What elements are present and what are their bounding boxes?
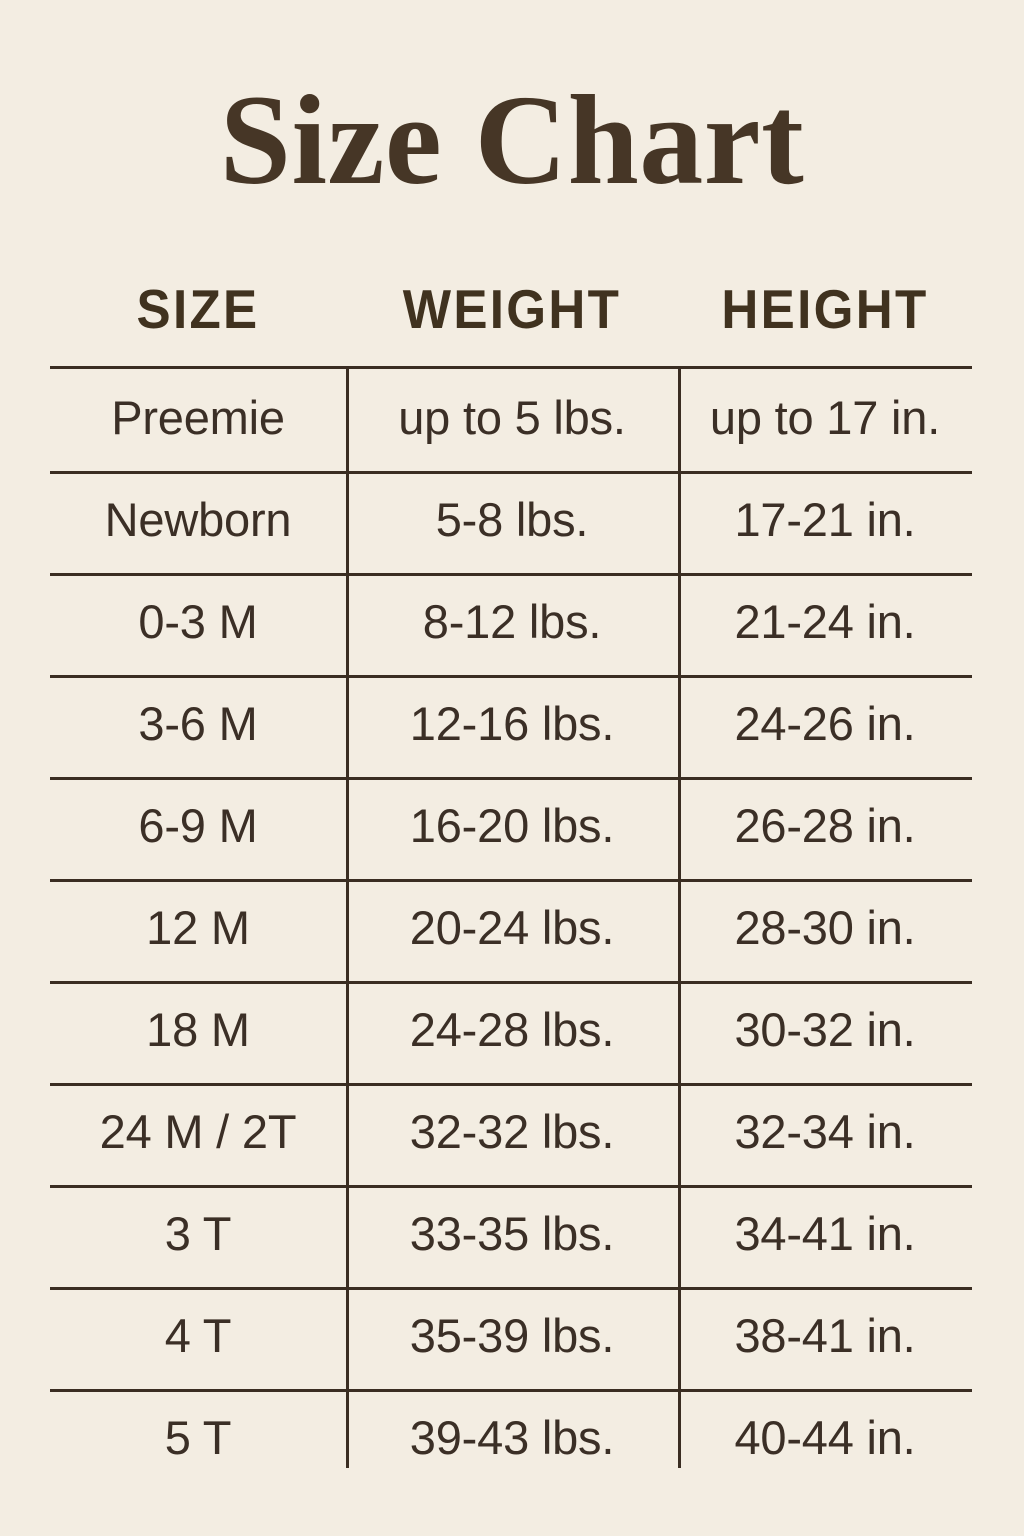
cell-size: 4 T [164, 1308, 232, 1362]
cell-height: 24-26 in. [734, 696, 916, 750]
size-table: Preemie up to 5 lbs. up to 17 in. Newborn 5-… [50, 366, 972, 1488]
cell-height: 17-21 in. [734, 492, 916, 546]
column-divider-1 [346, 366, 349, 1468]
column-header-weight: WEIGHT [402, 277, 622, 340]
cell-height: 21-24 in. [734, 594, 916, 648]
cell-weight: 20-24 lbs. [409, 900, 615, 954]
cell-size: 3 T [164, 1206, 232, 1260]
cell-weight: 32-32 lbs. [409, 1104, 615, 1158]
cell-size: 6-9 M [138, 798, 258, 852]
row-divider [50, 777, 972, 780]
row-divider [50, 879, 972, 882]
table-row: 6-9 M 16-20 lbs. 26-28 in. [50, 774, 972, 876]
cell-weight: 8-12 lbs. [422, 594, 602, 648]
cell-size: 12 M [146, 900, 250, 954]
table-body: Preemie up to 5 lbs. up to 17 in. Newborn 5-… [50, 366, 972, 1488]
table-row: 3-6 M 12-16 lbs. 24-26 in. [50, 672, 972, 774]
table-row: 0-3 M 8-12 lbs. 21-24 in. [50, 570, 972, 672]
row-divider [50, 1287, 972, 1290]
table-row: 12 M 20-24 lbs. 28-30 in. [50, 876, 972, 978]
table-row: 24 M / 2T 32-32 lbs. 32-34 in. [50, 1080, 972, 1182]
table-row: 5 T 39-43 lbs. 40-44 in. [50, 1386, 972, 1488]
cell-size: 24 M / 2T [99, 1104, 297, 1158]
cell-weight: 24-28 lbs. [409, 1002, 615, 1056]
row-divider [50, 573, 972, 576]
cell-size: 0-3 M [138, 594, 258, 648]
table-row: Preemie up to 5 lbs. up to 17 in. [50, 366, 972, 468]
row-divider [50, 1083, 972, 1086]
cell-size: Newborn [104, 492, 292, 546]
cell-height: 26-28 in. [734, 798, 916, 852]
table-header-row: SIZE WEIGHT HEIGHT [50, 278, 972, 340]
table-row: Newborn 5-8 lbs. 17-21 in. [50, 468, 972, 570]
cell-size: 18 M [146, 1002, 250, 1056]
cell-weight: 12-16 lbs. [409, 696, 615, 750]
cell-height: 40-44 in. [734, 1410, 916, 1464]
cell-height: 34-41 in. [734, 1206, 916, 1260]
column-header-height: HEIGHT [721, 277, 929, 340]
page-title: Size Chart [219, 69, 805, 211]
column-header-size: SIZE [136, 277, 260, 340]
cell-weight: up to 5 lbs. [398, 390, 626, 444]
cell-height: 28-30 in. [734, 900, 916, 954]
table-row: 4 T 35-39 lbs. 38-41 in. [50, 1284, 972, 1386]
cell-weight: 33-35 lbs. [409, 1206, 615, 1260]
column-divider-2 [678, 366, 681, 1468]
cell-weight: 16-20 lbs. [409, 798, 615, 852]
cell-height: up to 17 in. [709, 390, 941, 444]
row-divider [50, 471, 972, 474]
table-row: 18 M 24-28 lbs. 30-32 in. [50, 978, 972, 1080]
cell-size: 5 T [164, 1410, 232, 1464]
row-divider [50, 1389, 972, 1392]
cell-height: 38-41 in. [734, 1308, 916, 1362]
cell-size: Preemie [111, 390, 285, 444]
cell-weight: 35-39 lbs. [409, 1308, 615, 1362]
cell-weight: 39-43 lbs. [409, 1410, 615, 1464]
cell-size: 3-6 M [138, 696, 258, 750]
row-divider [50, 366, 972, 369]
cell-weight: 5-8 lbs. [435, 492, 589, 546]
row-divider [50, 981, 972, 984]
cell-height: 30-32 in. [734, 1002, 916, 1056]
table-row: 3 T 33-35 lbs. 34-41 in. [50, 1182, 972, 1284]
row-divider [50, 675, 972, 678]
row-divider [50, 1185, 972, 1188]
cell-height: 32-34 in. [734, 1104, 916, 1158]
